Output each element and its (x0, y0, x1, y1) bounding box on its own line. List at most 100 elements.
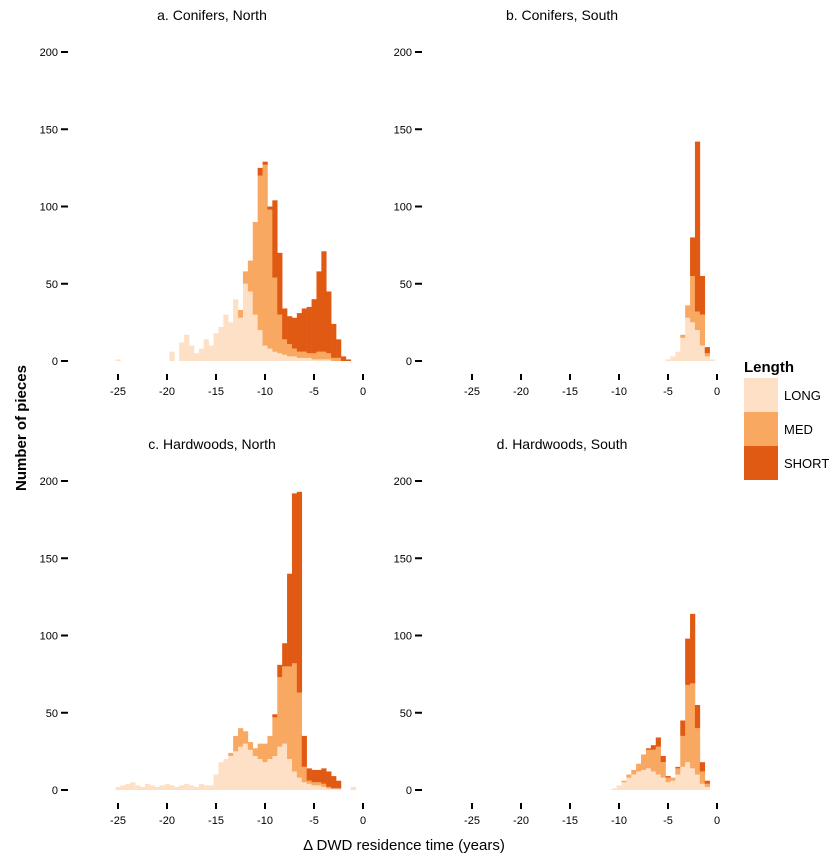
bar-short (336, 339, 342, 358)
bar-long (675, 774, 681, 790)
bar-long (282, 743, 288, 790)
bar-med (272, 717, 278, 757)
bar-med (301, 351, 307, 358)
bar-short (655, 737, 661, 747)
bar-long (631, 774, 637, 790)
bar-short (262, 161, 268, 165)
bar-med (631, 769, 637, 775)
bar-long (675, 351, 681, 361)
x-tick-label: -20 (513, 386, 529, 398)
y-axis: 0 50 100 150 200 (40, 47, 68, 368)
y-tick-label: 50 (400, 708, 412, 720)
legend-title: Length (744, 359, 794, 376)
y-tick-label: 100 (394, 631, 412, 643)
legend-swatch-short (744, 446, 778, 480)
bar-short (699, 276, 706, 315)
bar-long (184, 334, 190, 361)
panel-title: c. Hardwoods, North (148, 436, 276, 452)
bar-med (238, 310, 244, 318)
bar-long (193, 786, 200, 790)
bar-long (238, 317, 244, 361)
bar-med (694, 311, 701, 331)
bar-med (316, 351, 322, 360)
bar-short (267, 206, 273, 210)
legend-swatch-long (744, 378, 778, 412)
x-tick-label: -15 (562, 386, 578, 398)
bar-med (277, 677, 283, 747)
legend-entry-short: SHORT (744, 446, 829, 480)
bar-med (257, 175, 263, 331)
plot-panel-b: b. Conifers, South 0 50 100 150 200 -25 -20 -15… (394, 7, 720, 398)
panel-title: a. Conifers, North (157, 7, 267, 23)
bar-long (316, 359, 322, 361)
bar-med (660, 762, 666, 778)
bar-short (694, 141, 701, 312)
x-tick-label: 0 (360, 815, 366, 827)
bar-long (223, 314, 229, 361)
bar-long (267, 759, 273, 790)
y-tick-label: 100 (40, 631, 58, 643)
bar-short (282, 308, 288, 340)
bar-long (301, 357, 307, 361)
bar-short (336, 780, 342, 789)
bar-long (208, 345, 214, 361)
legend-entry-long: LONG (744, 378, 821, 412)
bar-med (650, 749, 657, 772)
bar-long (626, 777, 632, 790)
bar-long (660, 777, 666, 790)
bar-med (336, 357, 342, 361)
bar-short (699, 762, 706, 772)
bar-long (262, 345, 268, 361)
x-axis: -25 -20 -15 -10 -5 0 (110, 803, 366, 827)
bar-long (690, 768, 696, 790)
bar-short (291, 317, 298, 349)
bar-short (277, 664, 283, 678)
bar-long (665, 359, 671, 361)
bar-med (665, 777, 671, 783)
bar-med (636, 763, 642, 772)
bar-long (694, 774, 701, 790)
bar-long (311, 785, 317, 790)
bar-long (193, 353, 200, 361)
bar-long (636, 771, 642, 790)
y-axis: 0 50 100 150 200 (394, 476, 422, 797)
bar-long (670, 356, 676, 361)
bar-long (680, 337, 686, 361)
bar-med (645, 749, 652, 769)
bar-long (650, 771, 657, 790)
plot-panel-a: a. Conifers, North 0 50 100 150 200 -25 -20 -15… (40, 7, 366, 398)
bar-long (242, 743, 249, 790)
x-tick-label: -20 (513, 815, 529, 827)
bar-short (306, 306, 312, 354)
legend-swatch-med (744, 412, 778, 446)
bar-long (685, 317, 691, 361)
bar-long (184, 783, 190, 790)
legend-label-long: LONG (784, 388, 821, 403)
legend: Length LONG MED SHORT (744, 359, 829, 480)
bar-long (252, 756, 258, 790)
bar-long (169, 351, 175, 361)
bar-short (296, 313, 303, 352)
bar-short (301, 735, 307, 767)
x-axis: -25 -20 -15 -10 -5 0 (464, 374, 720, 398)
bar-long (704, 356, 710, 361)
x-tick-label: -5 (309, 815, 319, 827)
bar-long (336, 788, 342, 790)
bar-long (645, 768, 652, 790)
bar-long (120, 785, 126, 790)
bar-long (350, 786, 356, 790)
bar-med (296, 692, 303, 778)
bar-med (316, 782, 322, 786)
bar-long (257, 759, 263, 790)
bar-med (228, 752, 234, 757)
y-axis: 0 50 100 150 200 (40, 476, 68, 797)
bar-long (247, 749, 254, 790)
bar-short (257, 167, 263, 176)
bar-med (247, 742, 254, 750)
bar-long (179, 785, 185, 790)
bar-med (242, 271, 249, 284)
bar-long (306, 357, 312, 361)
bar-long (257, 330, 263, 361)
bar-short (331, 323, 337, 358)
y-tick-label: 150 (40, 124, 58, 136)
